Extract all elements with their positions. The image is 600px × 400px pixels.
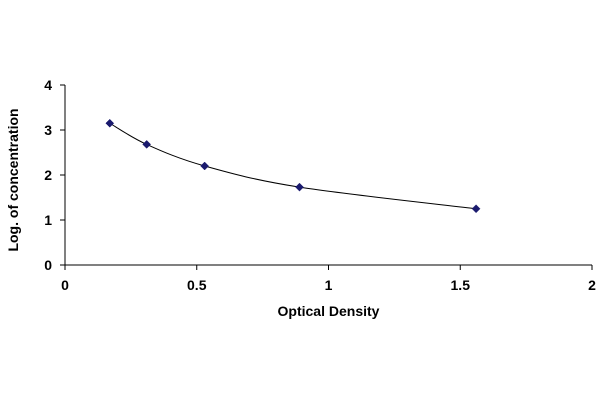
data-markers <box>105 118 481 214</box>
data-point <box>105 118 115 128</box>
x-tick-label: 2 <box>588 277 596 293</box>
fit-curve <box>109 122 477 210</box>
x-axis: 0 0.5 1 1.5 2 <box>61 264 596 293</box>
x-tick-label: 0.5 <box>187 277 207 293</box>
y-tick-label: 0 <box>44 257 52 273</box>
x-tick-label: 1.5 <box>451 277 471 293</box>
y-tick-label: 4 <box>44 77 52 93</box>
x-tick-label: 1 <box>325 277 333 293</box>
y-tick-label: 2 <box>44 167 52 183</box>
x-axis-title: Optical Density <box>278 303 380 319</box>
data-point <box>471 204 481 214</box>
data-point <box>200 161 210 171</box>
y-tick-label: 1 <box>44 212 52 228</box>
y-axis: 0 1 2 3 4 <box>44 77 66 273</box>
data-point <box>142 140 152 149</box>
y-tick-label: 3 <box>44 122 52 138</box>
x-tick-label: 0 <box>61 277 69 293</box>
data-point <box>295 182 304 192</box>
y-axis-title: Log. of concentration <box>5 108 21 251</box>
